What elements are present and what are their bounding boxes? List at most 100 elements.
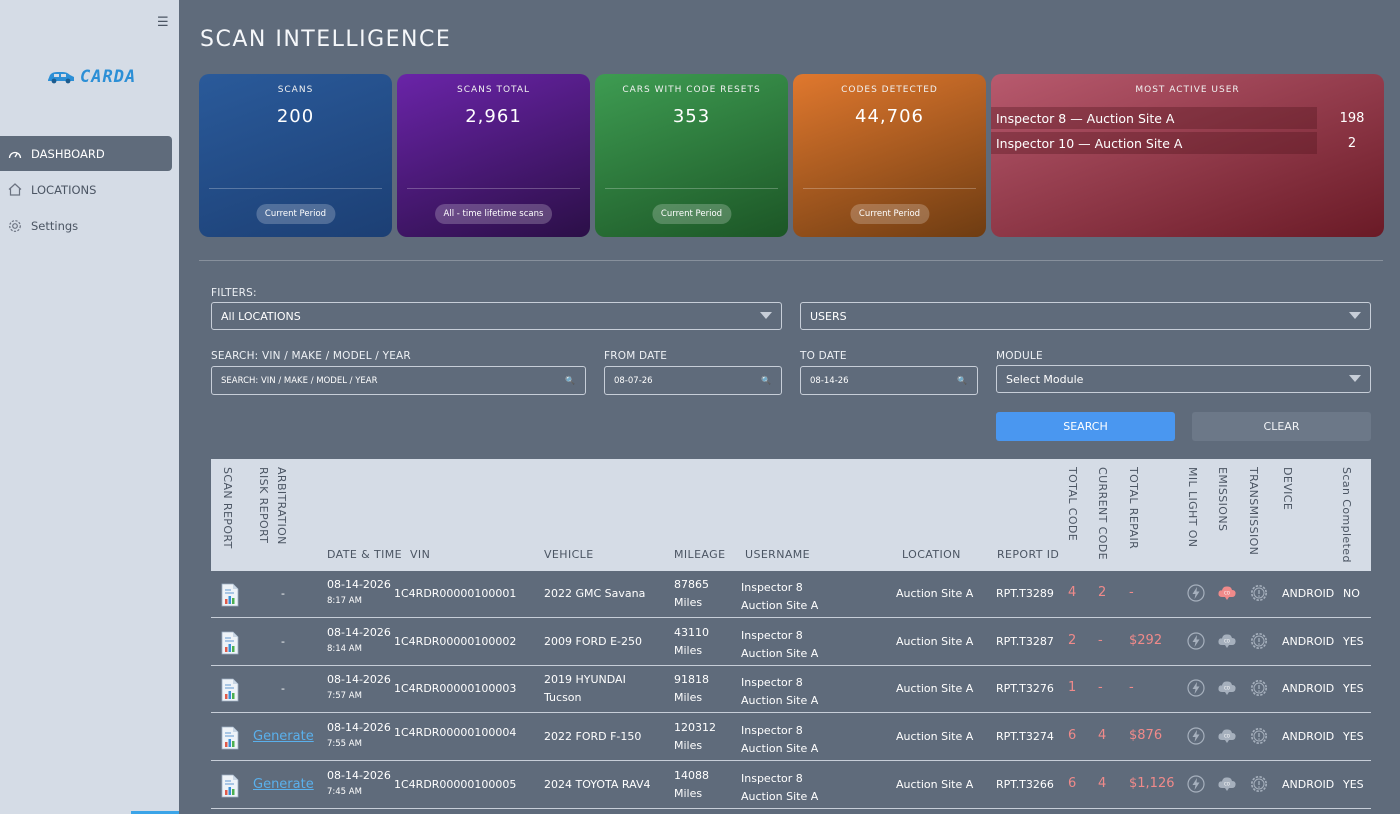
card-divider	[209, 188, 382, 189]
locations-select[interactable]: All LOCATIONS	[211, 302, 782, 330]
card-value: 2,961	[465, 106, 522, 127]
card-label: MOST ACTIVE USER	[1135, 85, 1240, 95]
search-input[interactable]: SEARCH: VIN / MAKE / MODEL / YEAR 🔍	[211, 366, 586, 395]
table-row: - 08-14-2026 7:57 AM 1C4RDR00000100003 2019 …	[211, 666, 1371, 713]
scan-report-icon[interactable]	[220, 583, 240, 611]
generate-report-link[interactable]: Generate	[253, 777, 314, 792]
active-user-row: Inspector 8 — Auction Site A 198	[991, 107, 1364, 129]
stat-card-scans: SCANS 200 Current Period	[199, 74, 392, 237]
card-label: CODES DETECTED	[841, 85, 938, 95]
mil-light-icon	[1187, 727, 1205, 745]
transmission-icon	[1250, 775, 1268, 793]
col-scan-report: SCAN REPORT	[221, 467, 234, 549]
total-repair-value: $292	[1129, 633, 1163, 648]
module-select[interactable]: Select Module	[996, 365, 1371, 393]
device-value: ANDROID	[1282, 730, 1335, 743]
sidebar-item-settings[interactable]: Settings	[0, 208, 172, 243]
table-header: SCAN REPORT RISK REPORT ARBITRATION DATE…	[211, 459, 1371, 571]
car-logo-icon	[48, 72, 74, 84]
mil-light-icon	[1187, 632, 1205, 650]
username-value: Inspector 8	[741, 629, 803, 642]
logo[interactable]: CARDA	[46, 67, 136, 87]
location-value: Auction Site A	[896, 635, 974, 648]
chevron-down-icon	[1349, 375, 1361, 382]
to-date-input[interactable]: 08-14-26 🔍	[800, 366, 978, 395]
mil-light-icon	[1187, 775, 1205, 793]
search-button[interactable]: SEARCH	[996, 412, 1175, 441]
username-value: Inspector 8	[741, 581, 803, 594]
mileage-unit: Miles	[674, 596, 703, 609]
vehicle-value: 2022 GMC Savana	[544, 587, 646, 600]
card-value: 353	[672, 106, 711, 127]
generate-report-link[interactable]: Generate	[253, 729, 314, 744]
emissions-icon: CO	[1217, 727, 1237, 745]
search-icon[interactable]: 🔍	[565, 376, 575, 385]
clear-button[interactable]: CLEAR	[1192, 412, 1371, 441]
card-label: SCANS	[277, 85, 314, 95]
module-label: MODULE	[996, 350, 1043, 362]
scan-date: 08-14-2026	[327, 673, 391, 686]
to-date-value: 08-14-26	[810, 375, 849, 386]
vin-value: 1C4RDR00000100003	[394, 682, 517, 695]
search-label: SEARCH: VIN / MAKE / MODEL / YEAR	[211, 350, 411, 362]
card-label: SCANS TOTAL	[456, 85, 530, 95]
table-row: - 08-14-2026 8:14 AM 1C4RDR00000100002 2009 …	[211, 619, 1371, 666]
mileage-value: 43110	[674, 626, 709, 639]
sidebar-item-dashboard[interactable]: DASHBOARD	[0, 136, 172, 171]
transmission-icon	[1250, 632, 1268, 650]
active-user-count: 198	[1339, 110, 1365, 126]
search-icon[interactable]: 🔍	[761, 376, 771, 385]
svg-text:CO: CO	[1224, 782, 1230, 787]
col-total-repair: TOTAL REPAIR	[1127, 467, 1140, 550]
arbitration-report-value: -	[281, 682, 285, 695]
scan-report-icon[interactable]	[220, 631, 240, 659]
username-site: Auction Site A	[741, 742, 819, 755]
active-user-name: Inspector 8 — Auction Site A	[991, 107, 1317, 129]
svg-text:CO: CO	[1224, 686, 1230, 691]
scan-date: 08-14-2026	[327, 578, 391, 591]
mileage-value: 14088	[674, 769, 709, 782]
emissions-icon: CO	[1217, 679, 1237, 697]
scans-table: SCAN REPORT RISK REPORT ARBITRATION DATE…	[211, 459, 1371, 814]
current-code-value: -	[1098, 680, 1103, 695]
report-id-value: RPT.T3276	[996, 682, 1054, 695]
transmission-icon	[1250, 679, 1268, 697]
mileage-unit: Miles	[674, 691, 703, 704]
col-mileage: MILEAGE	[674, 548, 726, 561]
scan-report-icon[interactable]	[220, 774, 240, 802]
home-icon	[8, 183, 22, 197]
stat-card-most-active-user: MOST ACTIVE USER Inspector 8 — Auction S…	[991, 74, 1384, 237]
from-date-input[interactable]: 08-07-26 🔍	[604, 366, 782, 395]
col-transmission: TRANSMISSION	[1247, 467, 1260, 556]
sidebar-item-locations[interactable]: LOCATIONS	[0, 172, 172, 207]
active-user-name: Inspector 10 — Auction Site A	[991, 132, 1317, 154]
col-current-code: CURRENT CODE	[1096, 467, 1109, 560]
total-code-value: 4	[1068, 585, 1077, 600]
mil-light-icon	[1187, 584, 1205, 602]
total-code-value: 6	[1068, 728, 1077, 743]
sidebar-item-label: DASHBOARD	[31, 146, 105, 161]
table-row: Generate 08-14-2026 7:45 AM 1C4RDR000001000…	[211, 762, 1371, 809]
vin-value: 1C4RDR00000100002	[394, 635, 517, 648]
mil-light-icon	[1187, 679, 1205, 697]
location-value: Auction Site A	[896, 730, 974, 743]
scan-completed-value: YES	[1343, 635, 1364, 648]
gear-icon	[8, 219, 22, 233]
chevron-down-icon	[1349, 312, 1361, 319]
table-row: - 08-14-2026 8:17 AM 1C4RDR00000100001 2022 …	[211, 571, 1371, 618]
emissions-icon: CO	[1217, 632, 1237, 650]
scan-report-icon[interactable]	[220, 726, 240, 754]
scan-time: 7:57 AM	[327, 691, 362, 701]
users-select[interactable]: USERS	[800, 302, 1371, 330]
current-code-value: 4	[1098, 776, 1107, 791]
scan-report-icon[interactable]	[220, 678, 240, 706]
hamburger-icon[interactable]: ☰	[157, 15, 169, 30]
username-value: Inspector 8	[741, 676, 803, 689]
total-repair-value: $876	[1129, 728, 1163, 743]
card-divider	[407, 188, 580, 189]
username-site: Auction Site A	[741, 647, 819, 660]
search-icon[interactable]: 🔍	[957, 376, 967, 385]
report-id-value: RPT.T3266	[996, 778, 1054, 791]
report-id-value: RPT.T3287	[996, 635, 1054, 648]
period-badge: Current Period	[255, 204, 336, 224]
